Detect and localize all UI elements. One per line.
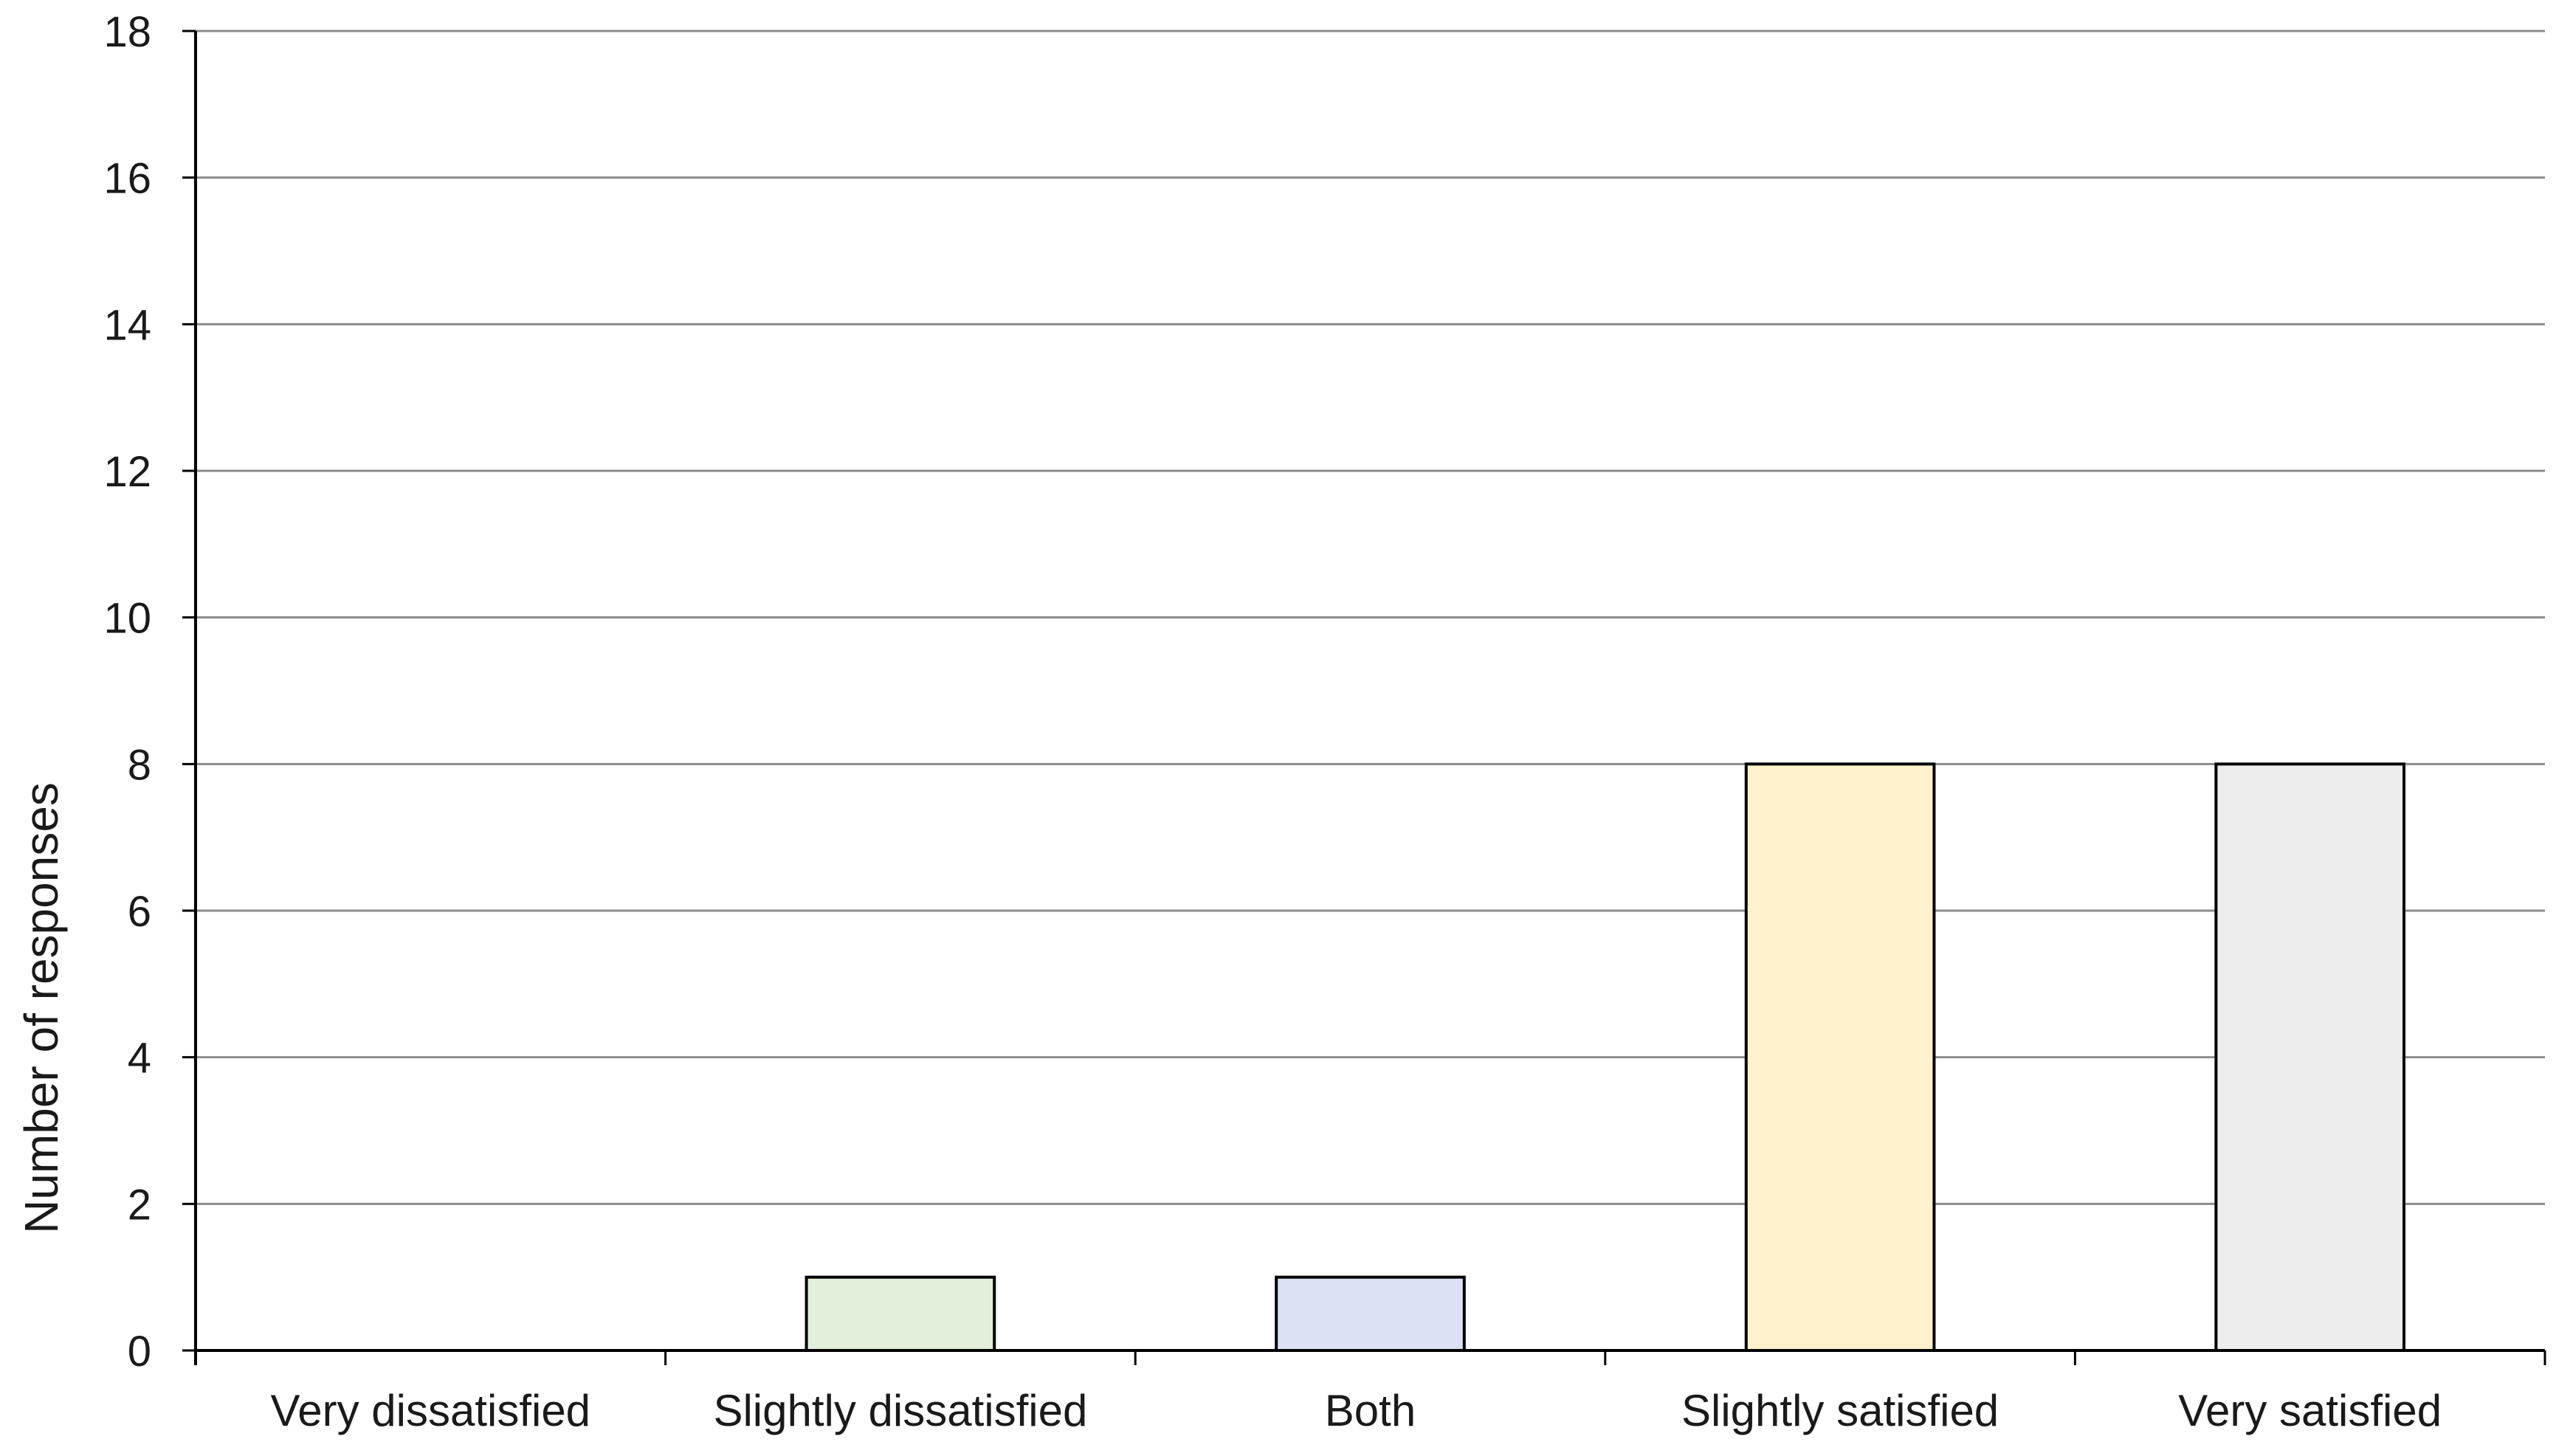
x-tick-label: Slightly satisfied [1681, 1386, 1999, 1435]
y-tick-label: 0 [128, 1328, 151, 1376]
y-axis-label: Number of responses [15, 782, 68, 1234]
gridlines [196, 30, 2545, 1205]
x-tick-label: Very satisfied [2178, 1386, 2442, 1435]
x-tick-labels: Very dissatisfied Slightly dissatisfied Bo… [271, 1386, 2442, 1435]
y-tick-label: 8 [128, 741, 151, 789]
x-tick-label: Both [1325, 1386, 1416, 1435]
y-tick-label: 10 [103, 595, 151, 643]
x-tick-label: Very dissatisfied [271, 1386, 591, 1435]
bar [1744, 762, 1936, 1353]
y-tick-label: 16 [103, 155, 151, 203]
y-tick-labels: 0 2 4 6 8 10 12 14 16 18 [103, 8, 151, 1376]
y-tick-label: 4 [128, 1035, 151, 1083]
bar [1275, 1275, 1466, 1352]
bar [805, 1275, 996, 1352]
y-tick-label: 2 [128, 1181, 151, 1229]
x-tick-label: Slightly dissatisfied [713, 1386, 1087, 1435]
bars [805, 762, 2406, 1353]
y-tick-label: 6 [128, 888, 151, 936]
bar [2214, 762, 2406, 1353]
y-tick-label: 12 [103, 448, 151, 496]
y-tick-label: 14 [103, 301, 151, 349]
axes [182, 30, 2546, 1365]
y-tick-label: 18 [103, 8, 151, 56]
